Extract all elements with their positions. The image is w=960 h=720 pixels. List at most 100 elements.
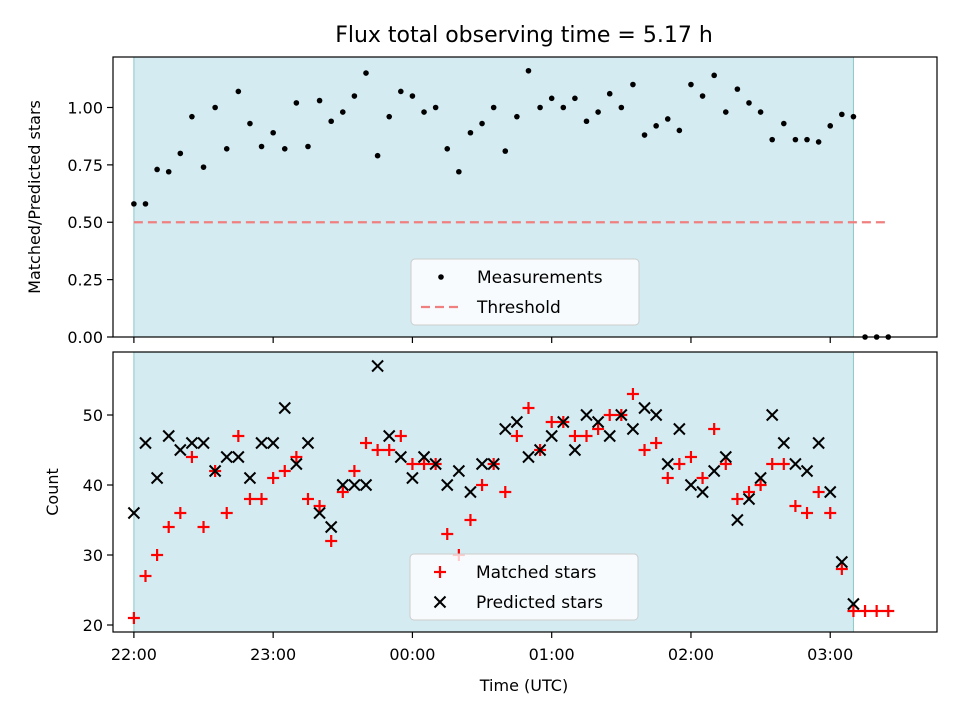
- matched-star-point: [255, 493, 268, 505]
- measurement-point: [653, 123, 659, 129]
- bottom-y-tick-label: 30: [83, 546, 103, 565]
- matched-star-point: [267, 472, 280, 484]
- chart-title: Flux total observing time = 5.17 h: [335, 23, 713, 48]
- measurement-point: [409, 93, 416, 99]
- top-axes-frame: [112, 56, 938, 338]
- matched-star-point: [766, 458, 779, 470]
- predicted-star-point: [162, 429, 175, 443]
- top-y-tick-label: 0.50: [67, 213, 103, 232]
- measurement-point: [363, 70, 369, 76]
- measurement-point: [792, 136, 799, 143]
- predicted-star-point: [545, 429, 558, 443]
- measurement-point: [688, 81, 694, 88]
- matched-star-point: [719, 458, 732, 470]
- matched-star-point: [510, 430, 523, 442]
- matched-star-point: [708, 423, 721, 435]
- predicted-star-point: [266, 436, 280, 450]
- matched-star-point: [650, 437, 663, 449]
- matched-star-point: [139, 570, 152, 582]
- predicted-star-point: [649, 408, 663, 422]
- measurement-point: [456, 168, 462, 175]
- matched-star-point: [568, 430, 581, 442]
- matched-star-point: [464, 514, 477, 526]
- bottom-y-tick-label: 40: [83, 476, 103, 495]
- predicted-star-point: [487, 457, 500, 471]
- measurement-point: [305, 143, 311, 150]
- measurement-point: [467, 129, 474, 136]
- matched-star-point: [476, 479, 489, 491]
- matched-star-point: [383, 444, 396, 456]
- matched-star-point: [754, 479, 767, 491]
- predicted-star-point: [533, 443, 547, 457]
- x-axis-label: Time (UTC): [479, 676, 568, 695]
- predicted-star-point: [394, 450, 408, 464]
- bottom-series-0: [127, 388, 895, 624]
- predicted-star-point: [174, 443, 187, 457]
- predicted-star-point: [731, 513, 744, 527]
- matched-star-point: [162, 521, 175, 533]
- predicted-star-point: [359, 478, 373, 492]
- predicted-star-point: [232, 450, 245, 464]
- measurement-point: [444, 146, 451, 152]
- measurement-point: [374, 152, 381, 159]
- matched-star-point: [696, 472, 709, 484]
- predicted-star-point: [185, 436, 199, 450]
- measurement-point: [850, 113, 857, 120]
- top-y-axis-label: Matched/Predicted stars: [25, 100, 44, 294]
- predicted-star-point: [313, 506, 326, 520]
- top-y-tick-label: 0.00: [67, 328, 103, 347]
- predicted-star-point: [847, 597, 860, 611]
- matched-star-point: [801, 507, 814, 519]
- predicted-star-point: [417, 450, 431, 464]
- predicted-star-point: [475, 457, 489, 471]
- measurement-point: [270, 129, 276, 136]
- bottom-panel: 20 30 40 50 22:00 23:00 00:00 01:00 02:00 03:00 Ma…: [83, 351, 938, 664]
- matched-star-point: [348, 465, 361, 477]
- matched-star-point: [418, 458, 431, 470]
- predicted-star-point: [626, 422, 640, 436]
- measurement-point: [572, 95, 578, 102]
- matched-star-point: [394, 430, 407, 442]
- predicted-star-point: [324, 520, 338, 534]
- matched-star-point: [441, 528, 454, 540]
- matched-star-point: [859, 605, 872, 617]
- predicted-star-point: [835, 555, 849, 569]
- matched-star-point: [336, 486, 349, 498]
- measurement-point: [676, 127, 683, 134]
- matched-star-point: [638, 444, 651, 456]
- x-tick-label: 03:00: [807, 645, 853, 664]
- matched-star-point: [835, 563, 848, 575]
- bottom-legend-box: [409, 553, 639, 621]
- matched-star-point: [522, 402, 535, 414]
- matched-star-point: [661, 472, 674, 484]
- predicted-star-point: [220, 450, 233, 464]
- x-tick-label: 22:00: [111, 645, 157, 664]
- matched-star-point: [789, 500, 802, 512]
- predicted-star-point: [522, 450, 535, 464]
- measurement-point: [212, 104, 218, 111]
- predicted-star-point: [661, 457, 674, 471]
- bottom-y-tick-label: 20: [83, 616, 103, 635]
- measurement-point: [328, 118, 334, 125]
- measurement-point: [421, 109, 427, 115]
- measurement-point: [398, 88, 404, 95]
- matched-star-point: [371, 444, 384, 456]
- legend-label: Matched stars: [476, 563, 596, 583]
- measurement-point: [514, 113, 520, 120]
- measurement-point: [200, 164, 207, 170]
- predicted-star-point: [696, 485, 709, 499]
- matched-star-point: [220, 507, 233, 519]
- measurement-point: [281, 146, 288, 152]
- matched-star-point: [812, 486, 825, 498]
- matched-star-point: [731, 493, 744, 505]
- measurement-point: [746, 100, 752, 106]
- predicted-star-point: [603, 429, 616, 443]
- predicted-star-point: [336, 478, 349, 492]
- x-tick-label: 23:00: [250, 645, 296, 664]
- predicted-star-point: [707, 464, 721, 478]
- predicted-star-point: [197, 436, 210, 450]
- predicted-star-point: [638, 401, 651, 415]
- measurement-point: [560, 104, 567, 111]
- predicted-star-point: [591, 415, 605, 429]
